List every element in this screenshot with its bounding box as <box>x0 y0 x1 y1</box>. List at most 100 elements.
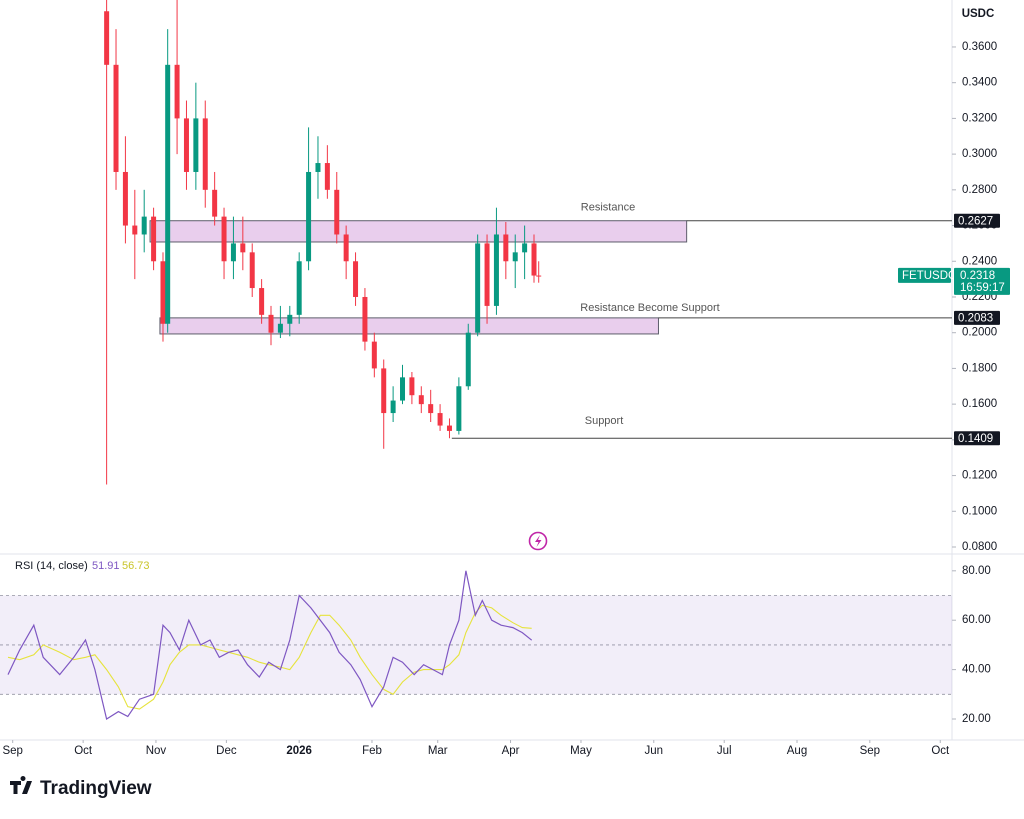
x-tick-label: Nov <box>146 745 167 757</box>
x-tick-label: Jun <box>644 745 663 757</box>
rsi-value: 51.91 <box>92 560 120 572</box>
brand-name: TradingView <box>40 778 152 799</box>
y-tick-label: 0.1800 <box>962 362 997 374</box>
rsi-y-tick-label: 40.00 <box>962 664 991 676</box>
candle-body <box>183 118 189 172</box>
x-tick-label: Dec <box>216 745 237 757</box>
y-tick-label: 0.3400 <box>962 77 997 89</box>
alert-icon[interactable] <box>528 531 548 551</box>
candle-body <box>221 216 227 262</box>
y-tick-label: 0.3200 <box>962 112 997 124</box>
candle-body <box>249 252 255 289</box>
candle-body <box>465 332 471 387</box>
candle-body <box>446 425 452 431</box>
rsi-ma-line <box>7 604 532 710</box>
zone <box>149 220 688 243</box>
candle-body <box>493 234 499 306</box>
zone <box>159 317 659 335</box>
y-tick-label: 0.3000 <box>962 148 997 160</box>
x-tick-label: Mar <box>428 745 448 757</box>
candle-body <box>132 225 138 235</box>
level-tag-label: 0.2083 <box>958 312 993 324</box>
x-tick-label: May <box>570 745 592 757</box>
candle-body <box>456 386 462 431</box>
y-tick-label: 0.0800 <box>962 541 997 553</box>
rsi-y-tick-label: 60.00 <box>962 614 991 626</box>
rsi-line <box>7 570 533 720</box>
x-tick-label: Jul <box>717 745 732 757</box>
rsi-title: RSI (14, close) <box>15 560 88 572</box>
candle-body <box>165 64 171 324</box>
candle-body <box>353 261 359 297</box>
candle-body <box>212 189 218 217</box>
level-tag <box>954 431 1000 446</box>
candle-body <box>240 243 246 253</box>
level-tag <box>954 310 1000 325</box>
candle-body <box>437 413 443 426</box>
currency-label: USDC <box>962 8 995 20</box>
candle-body <box>522 243 528 253</box>
price-pane <box>104 0 952 485</box>
y-tick-label: 0.3600 <box>962 41 997 53</box>
candle-body <box>531 243 537 276</box>
candle-body <box>512 252 518 262</box>
candle-body <box>296 261 302 315</box>
candle-body <box>381 368 387 414</box>
countdown: 16:59:17 <box>960 282 1005 294</box>
candle-body <box>259 288 265 315</box>
rsi-band <box>0 595 952 695</box>
candle-body <box>362 296 368 342</box>
x-tick-label: Oct <box>931 745 950 757</box>
symbol-tag <box>898 267 951 283</box>
level-label: Support <box>585 415 624 427</box>
candle-body <box>400 377 406 401</box>
candle-body <box>371 341 377 369</box>
candle-body <box>343 234 349 262</box>
x-tick-label: 2026 <box>286 745 312 757</box>
candle-body <box>409 377 415 396</box>
symbol-name: FETUSDC <box>902 270 956 282</box>
rsi-ma-value: 56.73 <box>122 560 150 572</box>
candle-body <box>390 400 396 414</box>
price-tag-value: 0.2318 <box>960 270 995 282</box>
candle-body <box>324 163 330 190</box>
rsi-y-tick-label: 20.00 <box>962 713 991 725</box>
candle-body <box>151 216 157 262</box>
x-tick-label: Feb <box>362 745 382 757</box>
candle-body <box>113 64 119 172</box>
x-tick-label: Sep <box>860 745 880 757</box>
candle-body <box>202 118 208 190</box>
level-label: Resistance <box>581 202 635 214</box>
level-tag-label: 0.2627 <box>958 215 993 227</box>
candle-body <box>418 395 424 405</box>
candle-body <box>104 11 110 65</box>
level-tag-label: 0.1409 <box>958 433 993 445</box>
candle-body <box>334 189 340 235</box>
candle-body <box>141 216 147 235</box>
rsi-pane <box>0 570 952 720</box>
axes: 0.36000.34000.32000.30000.28000.26000.24… <box>2 41 1010 757</box>
y-tick-label: 0.2000 <box>962 327 997 339</box>
candle-body <box>160 261 166 324</box>
x-tick-label: Oct <box>74 745 93 757</box>
x-tick-label: Aug <box>787 745 807 757</box>
candle-body <box>268 314 274 333</box>
y-tick-label: 0.2800 <box>962 184 997 196</box>
y-tick-label: 0.1000 <box>962 505 997 517</box>
level-label: Resistance Become Support <box>580 302 719 314</box>
y-tick-label: 0.2400 <box>962 255 997 267</box>
rsi-y-tick-label: 80.00 <box>962 565 991 577</box>
candle-body <box>287 314 293 324</box>
x-tick-label: Sep <box>2 745 22 757</box>
x-tick-label: Apr <box>502 745 520 757</box>
candle-body <box>230 243 236 262</box>
y-tick-label: 0.1200 <box>962 470 997 482</box>
candle-body <box>193 118 199 172</box>
candle-body <box>174 64 180 119</box>
candle-body <box>428 404 434 414</box>
candle-body <box>484 243 490 306</box>
candle-body <box>315 163 321 172</box>
brand-logo[interactable]: TradingView <box>10 776 152 799</box>
